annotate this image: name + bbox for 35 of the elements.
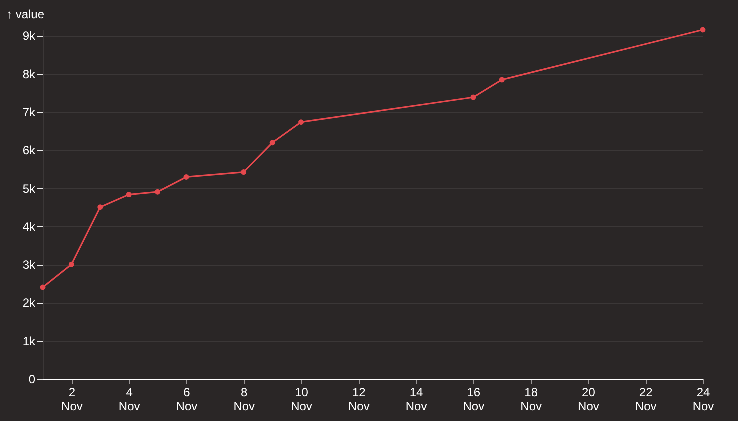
x-tick-label: 6 Nov	[176, 386, 198, 414]
x-tick-label: 20 Nov	[578, 386, 600, 414]
y-tick-label: 4k	[22, 220, 36, 234]
y-tick-label: 0	[28, 372, 36, 386]
x-tick-label: 10 Nov	[291, 386, 312, 414]
y-tick-label: 5k	[22, 182, 36, 196]
x-tick-label: 4 Nov	[118, 386, 140, 414]
x-tick-label: 12 Nov	[348, 386, 370, 414]
point	[700, 27, 706, 33]
x-tick-label: 2 Nov	[62, 386, 83, 414]
x-tick-label: 8 Nov	[234, 386, 256, 414]
point	[126, 192, 132, 198]
x-tick-label: 24 Nov	[692, 386, 714, 414]
y-tick-label: 8k	[22, 67, 36, 82]
point	[98, 204, 104, 210]
point	[241, 170, 247, 176]
point	[40, 284, 46, 290]
y-axis-title: ↑ value	[6, 8, 45, 22]
y-tick-label: 1k	[22, 334, 36, 348]
point	[155, 189, 161, 195]
point	[499, 77, 505, 83]
x-tick-label: 18 Nov	[520, 386, 542, 414]
point	[470, 94, 476, 100]
y-tick-label: 9k	[22, 29, 36, 44]
point	[184, 174, 190, 180]
point	[68, 262, 74, 268]
point	[298, 120, 304, 126]
x-tick-label: 14 Nov	[406, 386, 428, 414]
y-tick-label: 3k	[22, 258, 36, 272]
y-tick-label: 7k	[22, 106, 36, 120]
y-tick-label: 2k	[22, 296, 36, 310]
x-tick-label: 16 Nov	[463, 386, 485, 414]
point	[270, 140, 276, 146]
x-tick-label: 22 Nov	[635, 386, 657, 414]
y-tick-label: 6k	[22, 144, 36, 158]
